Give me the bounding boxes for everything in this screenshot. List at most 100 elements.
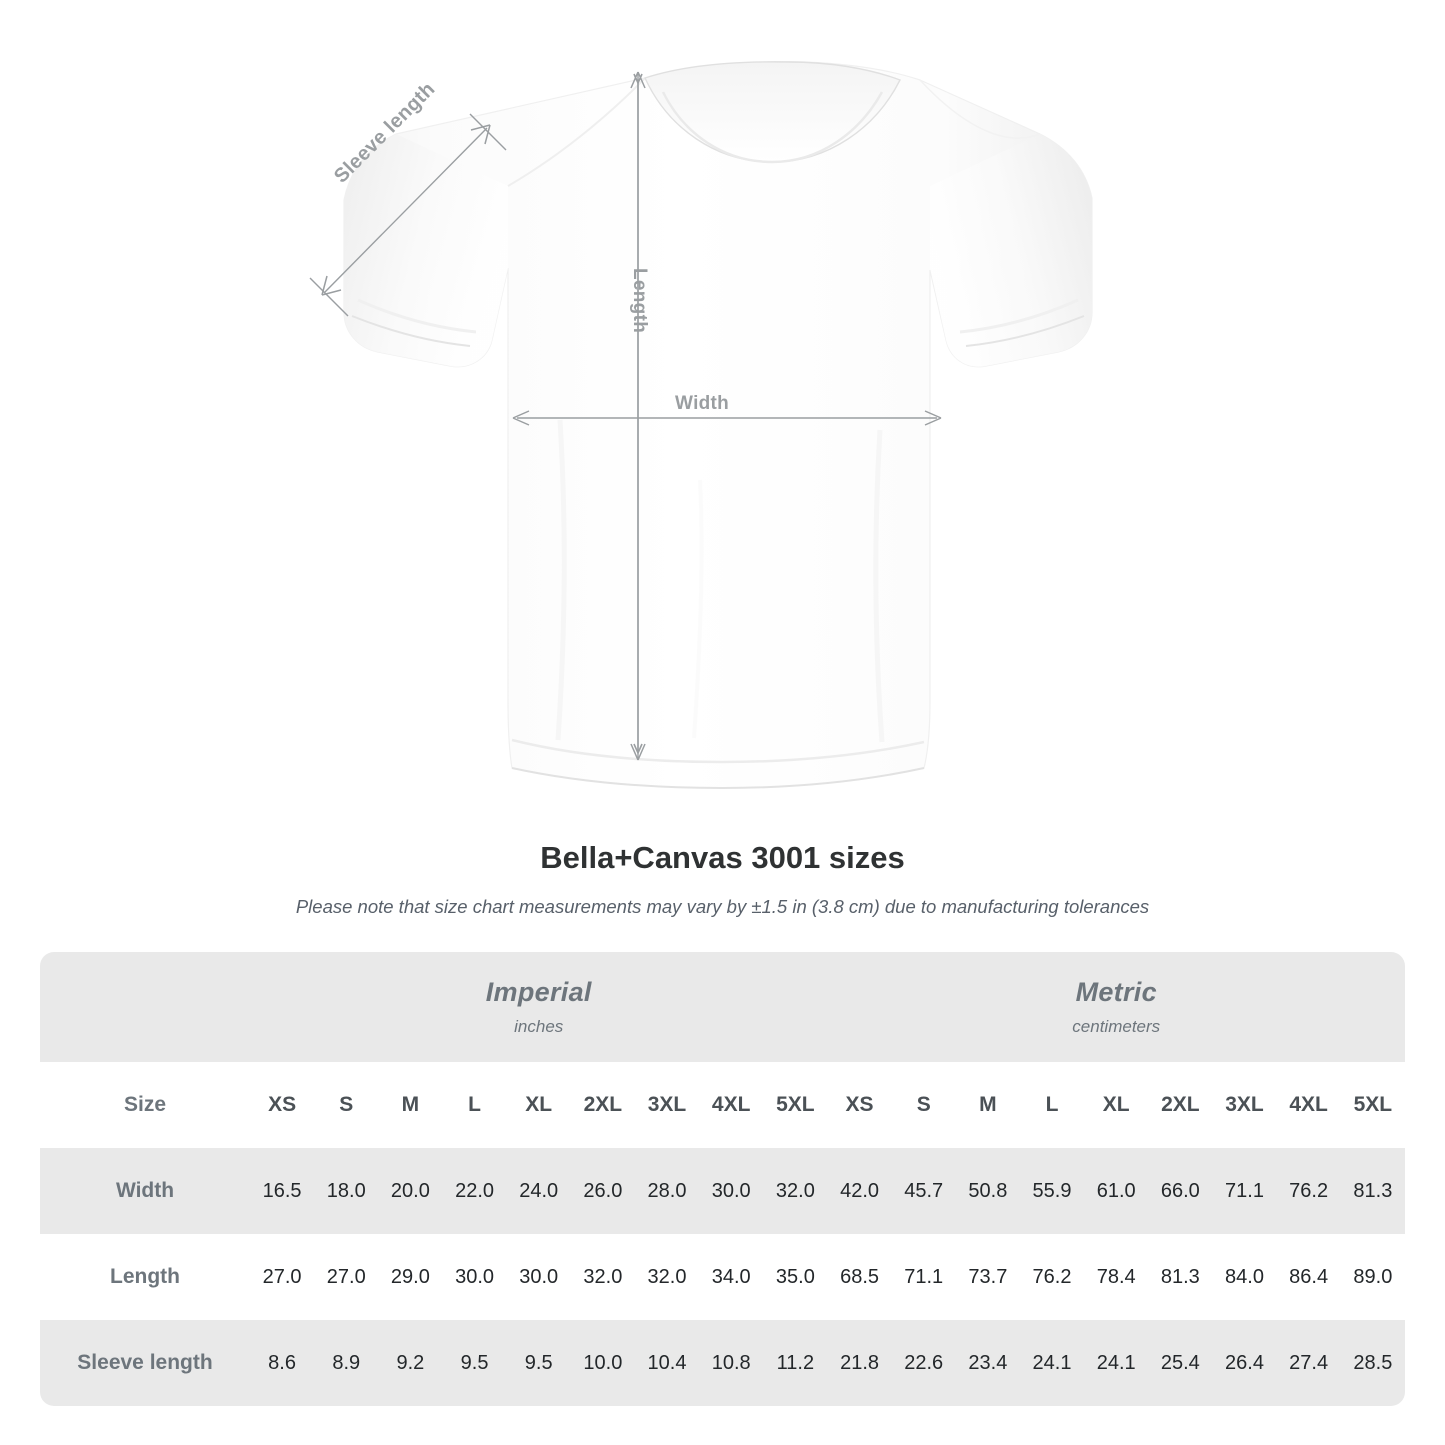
length-label: Length bbox=[629, 268, 650, 334]
size-column-header[interactable]: S bbox=[891, 1062, 956, 1148]
length-dimension-arrow bbox=[630, 71, 646, 761]
unit-group-header-row: Imperial inches Metric centimeters bbox=[40, 952, 1405, 1062]
measurement-value: 28.5 bbox=[1340, 1320, 1405, 1406]
size-column-header[interactable]: 5XL bbox=[763, 1062, 828, 1148]
measurement-value: 18.0 bbox=[314, 1148, 379, 1234]
measurement-value: 30.0 bbox=[699, 1148, 764, 1234]
measurement-value: 9.5 bbox=[506, 1320, 571, 1406]
measurement-value: 71.1 bbox=[891, 1234, 956, 1320]
size-column-header[interactable]: 4XL bbox=[1276, 1062, 1341, 1148]
unit-group-name: Imperial bbox=[485, 977, 592, 1007]
size-column-header[interactable]: 2XL bbox=[570, 1062, 635, 1148]
sleeve-length-dimension-arrow bbox=[309, 113, 507, 317]
measurement-value: 10.0 bbox=[570, 1320, 635, 1406]
measurement-value: 9.2 bbox=[378, 1320, 443, 1406]
measurement-value: 27.4 bbox=[1276, 1320, 1341, 1406]
measurement-value: 61.0 bbox=[1084, 1148, 1149, 1234]
width-label: Width bbox=[675, 393, 730, 414]
measurement-value: 24.1 bbox=[1019, 1320, 1085, 1406]
table-row: Sleeve length 8.6 8.9 9.2 9.5 9.5 10.0 10.4 10.8… bbox=[40, 1320, 1405, 1406]
measurement-value: 29.0 bbox=[378, 1234, 443, 1320]
unit-group-unit: centimeters bbox=[1072, 1017, 1161, 1036]
measurement-value: 81.3 bbox=[1340, 1148, 1405, 1234]
measurement-value: 42.0 bbox=[827, 1148, 892, 1234]
size-row-label: Size bbox=[40, 1062, 250, 1148]
size-column-header[interactable]: XL bbox=[1084, 1062, 1149, 1148]
table-row: Length 27.0 27.0 29.0 30.0 30.0 32.0 32.0 34.0 35… bbox=[40, 1234, 1405, 1320]
unit-group-name: Metric bbox=[1075, 977, 1157, 1007]
measurement-value: 32.0 bbox=[634, 1234, 700, 1320]
unit-header-spacer bbox=[40, 952, 250, 1062]
size-column-header[interactable]: XS bbox=[827, 1062, 892, 1148]
measurement-value: 21.8 bbox=[827, 1320, 892, 1406]
measurement-value: 84.0 bbox=[1212, 1234, 1277, 1320]
tshirt-graphic bbox=[343, 61, 1093, 790]
table-row: Width 16.5 18.0 20.0 22.0 24.0 26.0 28.0 30.0 32.… bbox=[40, 1148, 1405, 1234]
size-column-header[interactable]: L bbox=[442, 1062, 507, 1148]
measurement-value: 9.5 bbox=[442, 1320, 507, 1406]
measurement-value: 45.7 bbox=[891, 1148, 956, 1234]
size-column-header[interactable]: S bbox=[314, 1062, 379, 1148]
measurement-value: 10.8 bbox=[699, 1320, 764, 1406]
size-column-header[interactable]: M bbox=[955, 1062, 1020, 1148]
measurement-value: 32.0 bbox=[763, 1148, 828, 1234]
measurement-value: 89.0 bbox=[1340, 1234, 1405, 1320]
size-table: Imperial inches Metric centimeters Size XS S M L… bbox=[40, 952, 1405, 1406]
size-column-header[interactable]: 5XL bbox=[1340, 1062, 1405, 1148]
measurement-annotations bbox=[309, 71, 942, 761]
size-header-row: Size XS S M L XL 2XL 3XL 4XL 5XL XS S M L XL 2XL 3XL 4XL 5… bbox=[40, 1062, 1405, 1148]
width-dimension-arrow bbox=[512, 410, 942, 426]
measurement-value: 10.4 bbox=[634, 1320, 700, 1406]
size-column-header[interactable]: M bbox=[378, 1062, 443, 1148]
measurement-value: 25.4 bbox=[1148, 1320, 1213, 1406]
measurement-value: 26.4 bbox=[1212, 1320, 1277, 1406]
measurement-value: 8.6 bbox=[250, 1320, 315, 1406]
measurement-value: 86.4 bbox=[1276, 1234, 1341, 1320]
measurement-value: 27.0 bbox=[314, 1234, 379, 1320]
measurement-value: 26.0 bbox=[570, 1148, 635, 1234]
measurement-value: 32.0 bbox=[570, 1234, 635, 1320]
measurement-value: 8.9 bbox=[314, 1320, 379, 1406]
measurement-value: 35.0 bbox=[763, 1234, 828, 1320]
unit-group-imperial: Imperial inches bbox=[250, 952, 828, 1062]
unit-group-metric: Metric centimeters bbox=[827, 952, 1405, 1062]
size-column-header[interactable]: 4XL bbox=[699, 1062, 764, 1148]
measurement-value: 27.0 bbox=[250, 1234, 315, 1320]
measurement-value: 71.1 bbox=[1212, 1148, 1277, 1234]
size-column-header[interactable]: 2XL bbox=[1148, 1062, 1213, 1148]
measurement-row-label: Width bbox=[40, 1148, 250, 1234]
measurement-value: 50.8 bbox=[955, 1148, 1020, 1234]
measurement-value: 34.0 bbox=[699, 1234, 764, 1320]
measurement-value: 30.0 bbox=[506, 1234, 571, 1320]
measurement-value: 22.0 bbox=[442, 1148, 507, 1234]
chart-tolerance-note: Please note that size chart measurements… bbox=[295, 896, 1150, 917]
unit-group-unit: inches bbox=[514, 1017, 564, 1036]
measurement-value: 23.4 bbox=[955, 1320, 1020, 1406]
measurement-value: 24.1 bbox=[1084, 1320, 1149, 1406]
measurement-value: 16.5 bbox=[250, 1148, 315, 1234]
measurement-row-label: Sleeve length bbox=[40, 1320, 250, 1406]
measurement-value: 76.2 bbox=[1276, 1148, 1341, 1234]
size-column-header[interactable]: 3XL bbox=[1212, 1062, 1277, 1148]
size-column-header[interactable]: XS bbox=[250, 1062, 315, 1148]
measurement-value: 76.2 bbox=[1019, 1234, 1085, 1320]
measurement-value: 81.3 bbox=[1148, 1234, 1213, 1320]
measurement-value: 78.4 bbox=[1084, 1234, 1149, 1320]
chart-title: Bella+Canvas 3001 sizes bbox=[540, 840, 905, 875]
measurement-value: 66.0 bbox=[1148, 1148, 1213, 1234]
size-table-wrapper: Imperial inches Metric centimeters Size XS S M L… bbox=[40, 952, 1405, 1406]
measurement-value: 28.0 bbox=[634, 1148, 700, 1234]
measurement-value: 24.0 bbox=[506, 1148, 571, 1234]
measurement-value: 20.0 bbox=[378, 1148, 443, 1234]
size-column-header[interactable]: 3XL bbox=[634, 1062, 700, 1148]
size-column-header[interactable]: L bbox=[1019, 1062, 1085, 1148]
measurement-value: 22.6 bbox=[891, 1320, 956, 1406]
measurement-row-label: Length bbox=[40, 1234, 250, 1320]
measurement-value: 68.5 bbox=[827, 1234, 892, 1320]
measurement-value: 55.9 bbox=[1019, 1148, 1085, 1234]
tshirt-illustration: Sleeve length Length Width bbox=[309, 61, 1093, 790]
measurement-value: 11.2 bbox=[763, 1320, 828, 1406]
measurement-value: 30.0 bbox=[442, 1234, 507, 1320]
size-column-header[interactable]: XL bbox=[506, 1062, 571, 1148]
